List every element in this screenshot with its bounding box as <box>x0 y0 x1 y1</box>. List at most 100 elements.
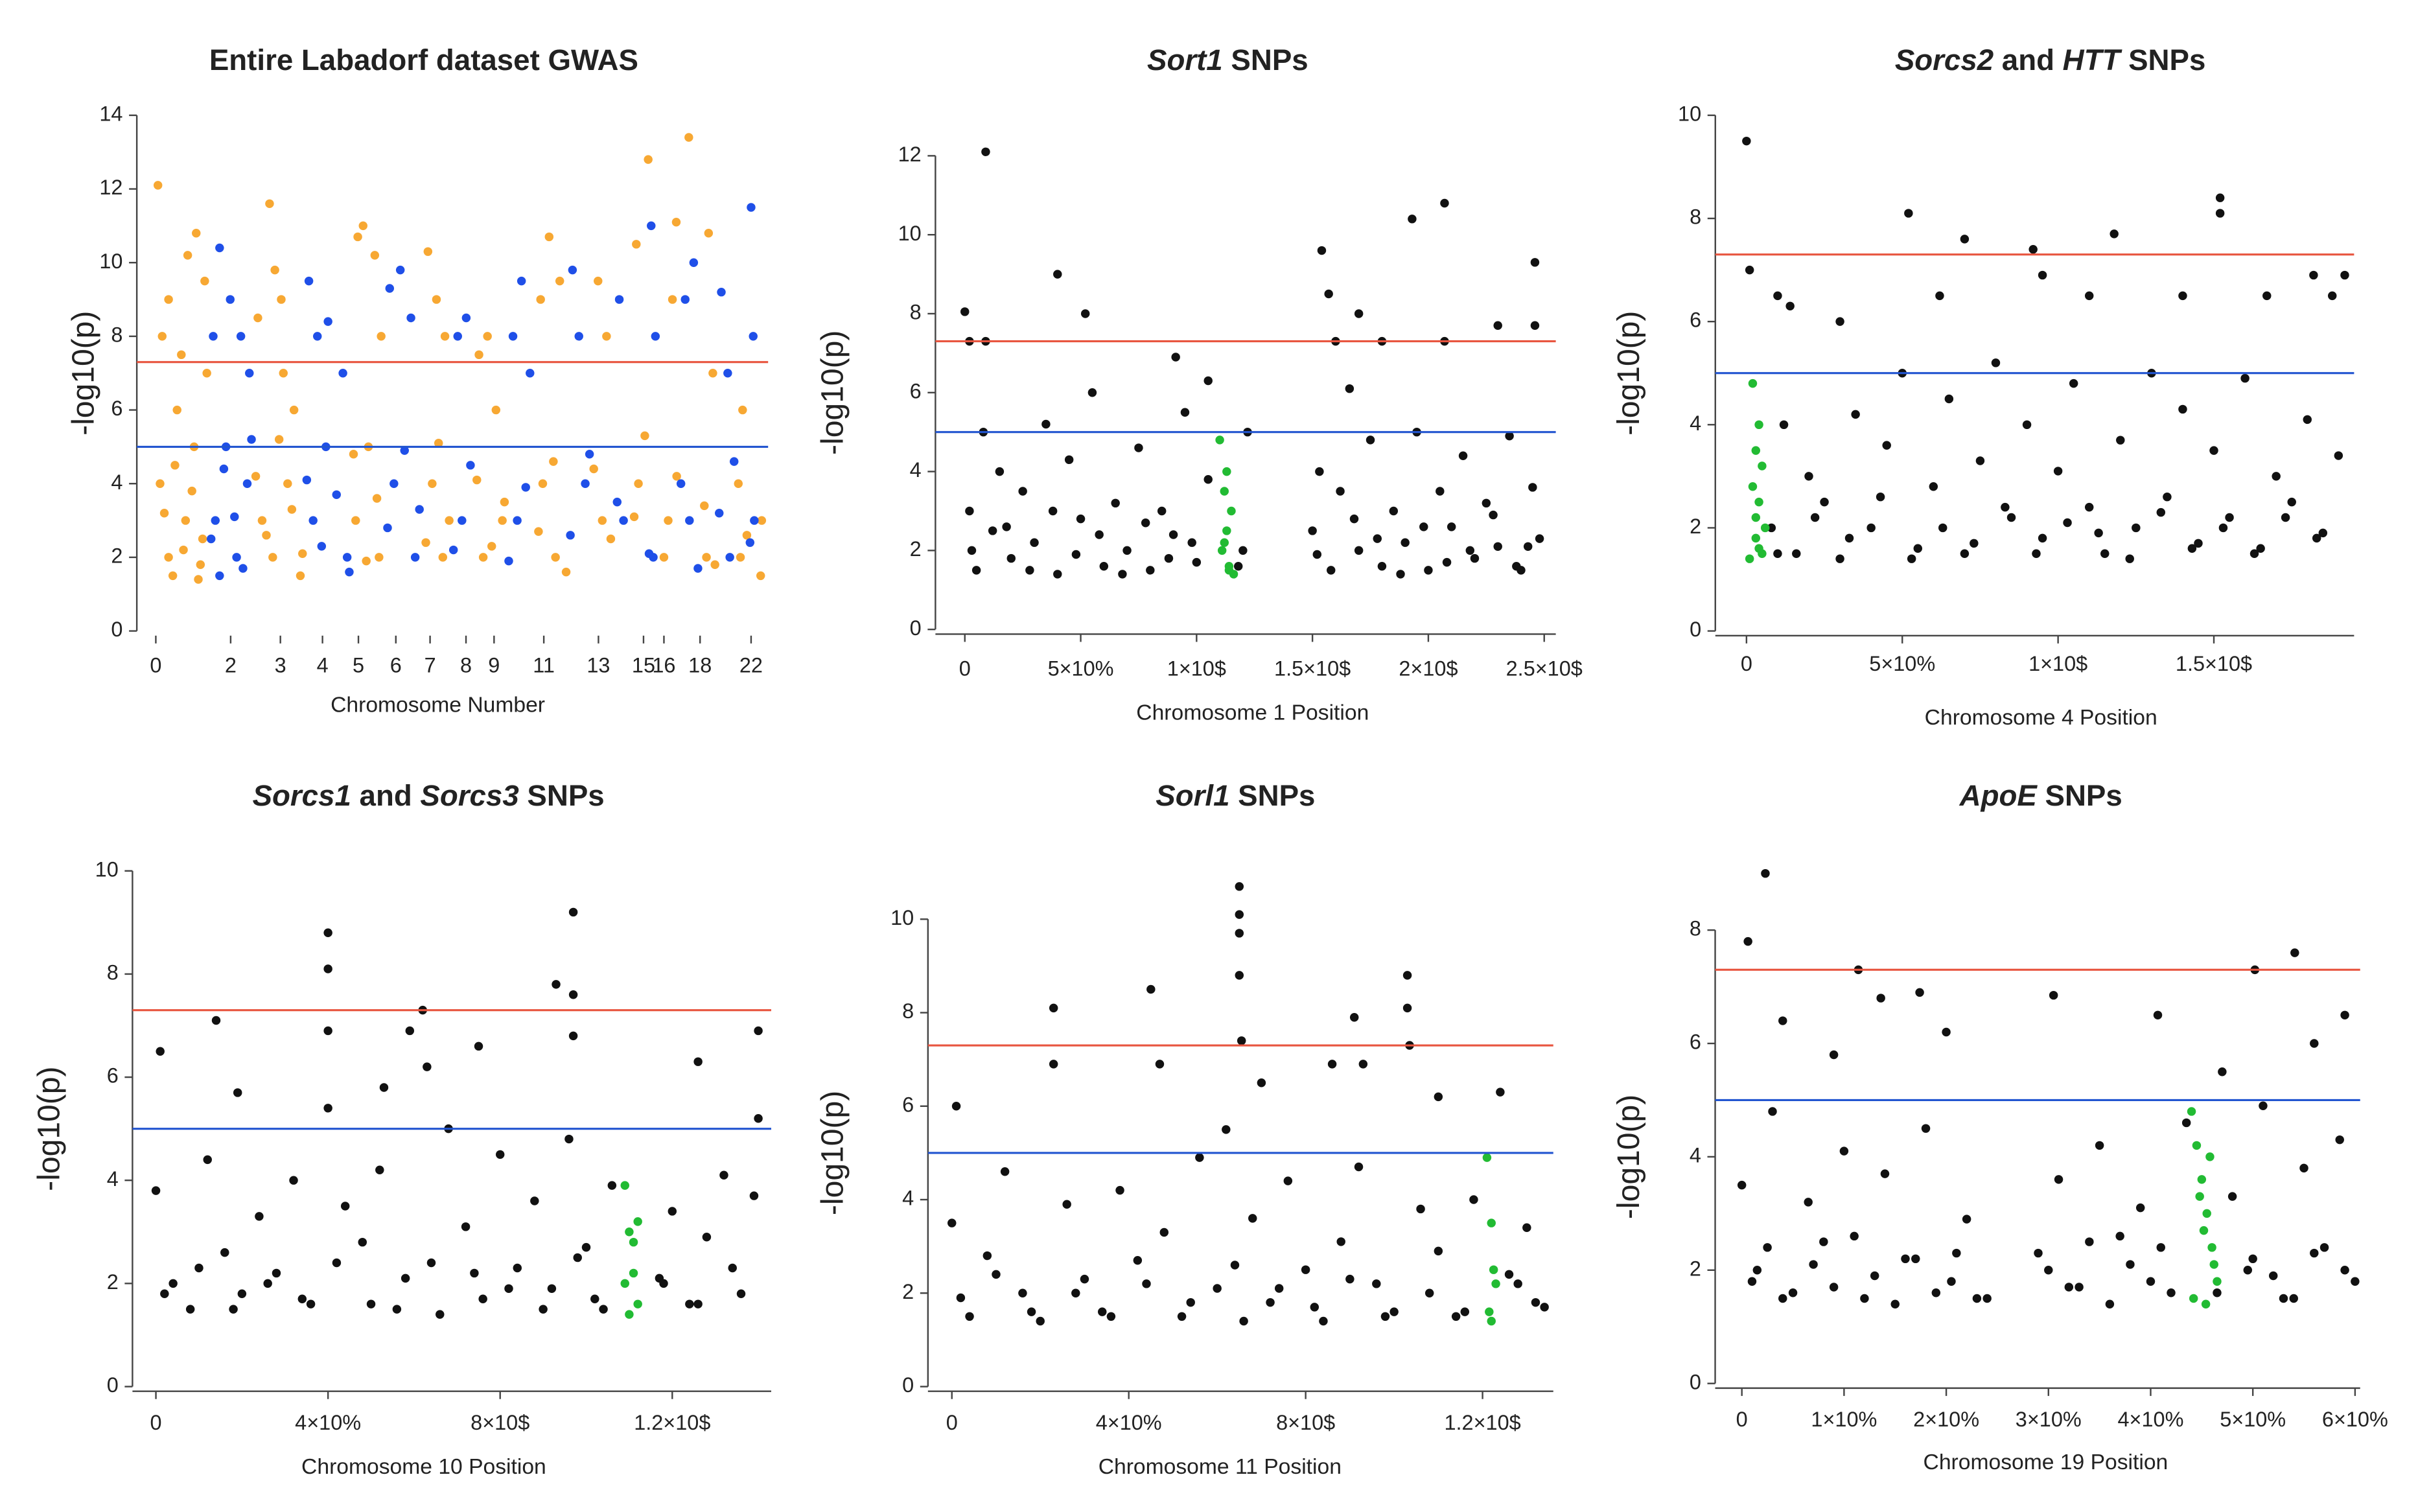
snp-point <box>738 405 747 415</box>
y-tick-label: 4 <box>1690 412 1701 435</box>
snp-point <box>1227 506 1236 516</box>
snp-point <box>1168 530 1178 539</box>
snp-point <box>226 295 235 304</box>
snp-point <box>215 571 224 581</box>
snp-point <box>168 571 178 581</box>
snp-point <box>160 1289 169 1298</box>
title-part: HTT <box>2063 43 2123 76</box>
y-tick-label: 14 <box>99 102 122 125</box>
snp-point <box>1485 1307 1494 1316</box>
snp-point <box>749 1191 759 1200</box>
snp-point <box>297 1294 307 1303</box>
snp-point <box>1929 482 1938 491</box>
snp-point <box>1217 546 1227 555</box>
snp-point <box>1155 1060 1165 1069</box>
snp-point <box>474 1041 483 1051</box>
snp-point <box>1991 358 2001 367</box>
snp-point <box>308 516 318 525</box>
snp-point <box>428 479 437 488</box>
snp-point <box>351 516 360 525</box>
y-tick-label: 6 <box>1690 1030 1701 1054</box>
snp-point <box>684 133 693 142</box>
snp-point <box>245 369 254 378</box>
snp-point <box>574 332 583 341</box>
snp-point <box>1164 553 1174 563</box>
snp-point <box>194 575 203 584</box>
snp-point <box>2022 420 2032 430</box>
snp-point <box>2187 544 2197 553</box>
snp-point <box>1233 562 1243 571</box>
y-tick-label: 4 <box>1690 1143 1701 1167</box>
snp-point <box>551 553 560 562</box>
snp-point <box>685 1299 694 1308</box>
panel: 0 2 4 6 8 10 0 4×10% 8×10$ 1.2×10$ Sorcs1 and Sorc… <box>31 779 771 1479</box>
snp-point <box>472 475 482 485</box>
panel-title: Sort1 SNPs <box>1147 43 1308 76</box>
snp-point <box>1402 1003 1412 1013</box>
snp-point <box>581 479 590 488</box>
snp-point <box>1238 546 1248 555</box>
panel-title: Sorcs2 and HTT SNPs <box>1895 43 2206 76</box>
snp-point <box>668 295 677 304</box>
snp-point <box>754 1026 763 1036</box>
snp-point <box>159 508 169 518</box>
snp-point <box>632 240 641 249</box>
snp-point <box>2110 229 2119 238</box>
snp-point <box>2135 1203 2145 1213</box>
snp-point <box>504 1284 513 1294</box>
y-tick-label: 8 <box>107 961 119 984</box>
snp-point <box>2218 1067 2227 1076</box>
snp-point <box>426 1258 436 1268</box>
snp-point <box>1002 522 1011 531</box>
snp-point <box>253 313 262 323</box>
snp-point <box>585 450 594 459</box>
snp-point <box>1876 492 1885 502</box>
snp-point <box>206 534 216 544</box>
x-tick-label: 9 <box>488 653 500 677</box>
snp-point <box>1235 929 1244 938</box>
snp-point <box>1751 513 1761 522</box>
snp-point <box>568 1031 578 1041</box>
y-tick-label: 10 <box>890 906 914 929</box>
snp-point <box>1523 542 1533 552</box>
snp-point <box>1187 538 1196 547</box>
snp-point <box>2156 1243 2165 1252</box>
snp-point <box>1748 378 1758 388</box>
snp-point <box>1491 1279 1500 1288</box>
x-tick-label: 0 <box>946 1411 958 1434</box>
snp-point <box>1921 1124 1931 1133</box>
snp-point <box>947 1218 957 1227</box>
snp-point <box>702 553 711 562</box>
snp-point <box>2053 467 2063 476</box>
snp-point <box>629 1268 638 1278</box>
y-axis-label: -log10(p) <box>815 1091 850 1215</box>
x-tick-label: 18 <box>688 653 712 677</box>
y-tick-label: 8 <box>1690 917 1701 940</box>
snp-point <box>1036 1316 1045 1326</box>
snp-point <box>2163 492 2172 502</box>
snp-point <box>508 332 518 341</box>
snp-point <box>566 531 575 540</box>
snp-point <box>1372 1279 1381 1288</box>
snp-point <box>1839 1146 1849 1156</box>
snp-point <box>1907 554 1916 563</box>
x-tick-label: 2×10$ <box>1399 657 1458 680</box>
snp-point <box>1018 487 1027 496</box>
snp-point <box>651 332 660 341</box>
snp-point <box>2202 1209 2211 1218</box>
snp-point <box>1366 436 1375 445</box>
title-part: ApoE <box>1959 779 2038 812</box>
panel-title: Entire Labadorf dataset GWAS <box>209 43 638 76</box>
snp-point <box>1220 538 1229 547</box>
snp-point <box>1952 1248 1961 1258</box>
x-axis-label: Chromosome Number <box>331 693 545 717</box>
snp-point <box>1239 1316 1248 1326</box>
x-tick-label: 6×10% <box>2322 1408 2388 1431</box>
snp-point <box>2187 1107 2196 1116</box>
snp-point <box>2044 1266 2053 1275</box>
snp-point <box>1071 550 1081 559</box>
snp-point <box>274 435 284 444</box>
snp-point <box>561 567 571 577</box>
snp-point <box>209 332 218 341</box>
